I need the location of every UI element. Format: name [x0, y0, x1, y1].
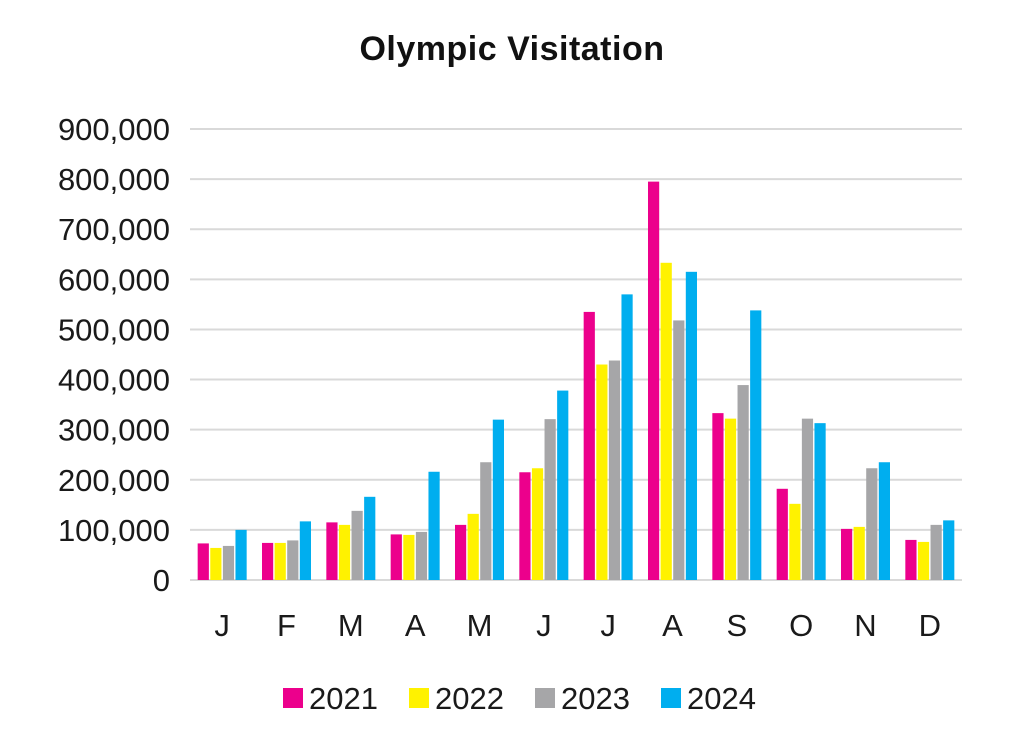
bar-2023-8 [737, 385, 749, 580]
bar-2021-1 [262, 542, 274, 580]
x-tick-label: M [338, 608, 364, 643]
y-tick-label: 900,000 [58, 112, 170, 147]
legend: 2021 2022 2023 2024 [283, 681, 756, 716]
bar-2022-11 [917, 541, 930, 580]
bar-2021-4 [455, 524, 467, 580]
y-tick-label: 0 [153, 563, 170, 598]
y-tick-label: 700,000 [58, 212, 170, 247]
x-tick-label: J [214, 608, 230, 643]
bar-2022-2 [338, 524, 351, 580]
bar-2021-0 [197, 543, 209, 580]
x-tick-label: J [536, 608, 552, 643]
x-tick-label: S [726, 608, 747, 643]
x-tick-label: J [600, 608, 616, 643]
bar-2023-3 [415, 531, 428, 580]
bar-2024-6 [621, 294, 633, 580]
legend-label-2022: 2022 [435, 681, 504, 716]
bar-2022-10 [853, 526, 865, 580]
bars [197, 181, 955, 580]
bar-2021-6 [583, 311, 595, 580]
bar-2023-2 [351, 510, 363, 580]
bar-2021-11 [905, 539, 917, 580]
y-axis-ticks: 0 100,000 200,000 300,000 400,000 500,000 600,… [58, 112, 170, 598]
bar-2023-9 [801, 418, 814, 580]
x-tick-label: D [919, 608, 941, 643]
bar-2021-5 [519, 472, 531, 580]
bar-2022-4 [467, 513, 479, 580]
bar-2021-7 [648, 181, 660, 580]
y-tick-label: 400,000 [58, 363, 170, 398]
bar-2024-7 [685, 271, 697, 580]
legend-swatch-2024 [661, 688, 681, 708]
bar-2021-2 [326, 522, 338, 580]
bar-2022-9 [789, 503, 801, 580]
bar-2022-7 [660, 262, 672, 580]
bar-2024-10 [878, 462, 890, 580]
bar-2023-11 [930, 524, 942, 580]
bar-2021-9 [776, 488, 788, 580]
bar-2024-0 [235, 529, 247, 580]
bar-2021-8 [712, 413, 724, 580]
y-tick-label: 200,000 [58, 463, 170, 498]
x-tick-label: A [405, 608, 426, 643]
gridlines [190, 128, 962, 581]
bar-2022-1 [274, 542, 286, 580]
x-tick-label: M [467, 608, 493, 643]
bar-2023-10 [866, 468, 878, 580]
bar-2022-6 [596, 364, 608, 580]
legend-swatch-2022 [409, 688, 429, 708]
bar-2024-4 [492, 419, 504, 580]
bar-2023-6 [608, 360, 621, 580]
bar-2024-9 [814, 423, 826, 580]
bar-2024-3 [428, 471, 440, 580]
bar-2022-0 [210, 547, 222, 580]
bar-2021-10 [841, 528, 853, 580]
bar-2023-7 [673, 320, 685, 580]
bar-2023-5 [544, 419, 556, 580]
bar-2023-1 [287, 540, 299, 580]
legend-swatch-2021 [283, 688, 303, 708]
y-tick-label: 500,000 [58, 312, 170, 347]
y-tick-label: 300,000 [58, 413, 170, 448]
x-tick-label: F [277, 608, 296, 643]
legend-label-2024: 2024 [687, 681, 756, 716]
bar-2021-3 [390, 534, 402, 580]
bar-2022-8 [724, 418, 737, 580]
bar-2023-4 [480, 462, 492, 580]
x-tick-label: N [854, 608, 876, 643]
x-tick-label: A [662, 608, 683, 643]
y-tick-label: 800,000 [58, 162, 170, 197]
y-tick-label: 100,000 [58, 513, 170, 548]
chart-title: Olympic Visitation [359, 30, 665, 68]
bar-2022-5 [531, 468, 544, 580]
bar-2024-8 [750, 310, 762, 580]
legend-swatch-2023 [535, 688, 555, 708]
bar-2024-11 [943, 520, 955, 580]
x-tick-label: O [789, 608, 813, 643]
bar-2024-5 [557, 390, 569, 580]
bar-2022-3 [403, 534, 415, 580]
y-tick-label: 600,000 [58, 262, 170, 297]
bar-2024-1 [299, 521, 311, 580]
bar-2023-0 [222, 545, 235, 580]
legend-label-2021: 2021 [309, 681, 378, 716]
legend-label-2023: 2023 [561, 681, 630, 716]
bar-2024-2 [364, 496, 376, 580]
